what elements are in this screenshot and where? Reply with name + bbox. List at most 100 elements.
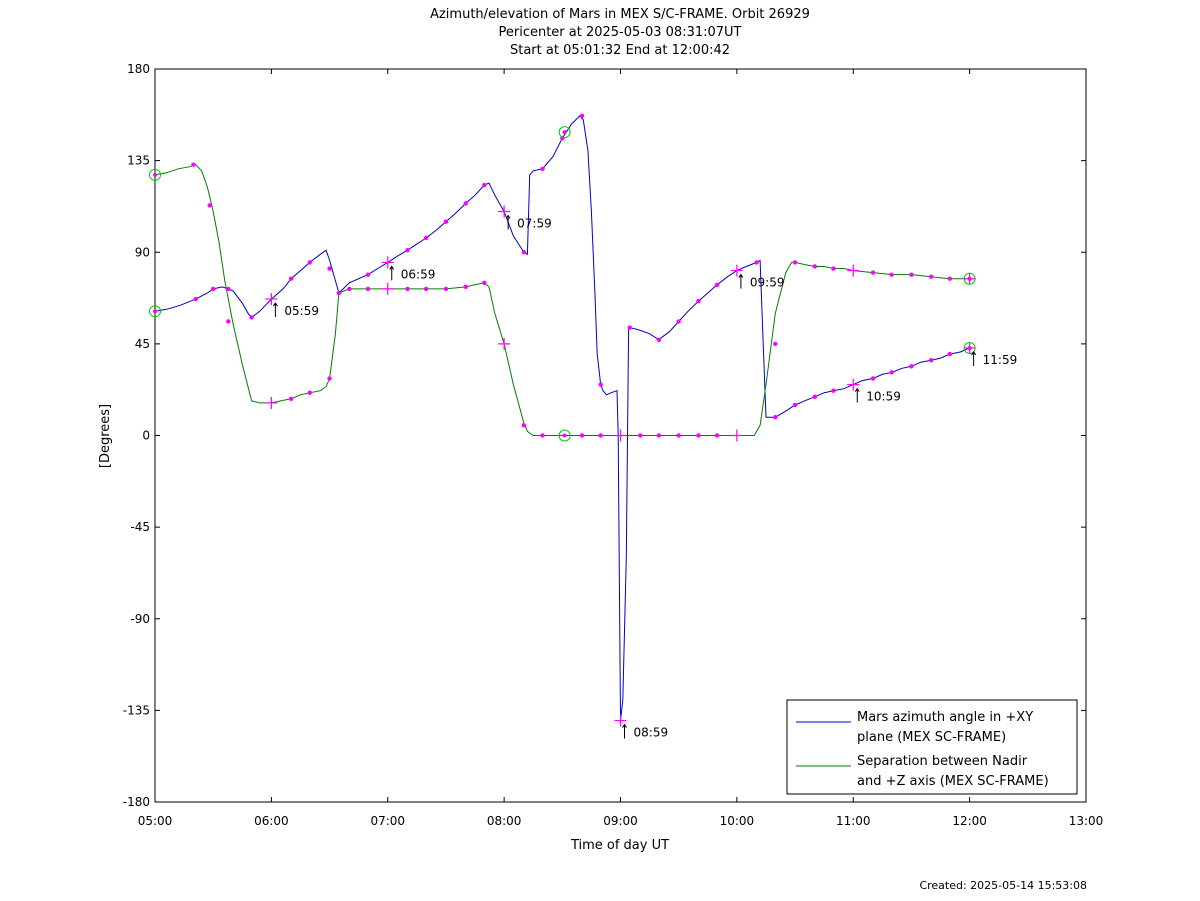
y-tick-label: -180 xyxy=(123,795,150,809)
dot-marker xyxy=(947,351,953,357)
title-line-1: Azimuth/elevation of Mars in MEX S/C-FRA… xyxy=(430,7,810,22)
legend: Mars azimuth angle in +XY plane (MEX SC-… xyxy=(786,699,1078,795)
dot-marker xyxy=(598,433,603,438)
annotation-label: 05:59 xyxy=(284,304,319,318)
y-axis-label: [Degrees] xyxy=(98,404,113,468)
circle-marker-center xyxy=(153,172,157,177)
dot-marker xyxy=(909,272,914,277)
dot-marker xyxy=(249,315,254,320)
annotation-arrow xyxy=(971,351,977,366)
x-tick-label: 12:00 xyxy=(952,814,987,828)
dot-marker xyxy=(307,390,312,395)
dot-marker xyxy=(773,414,778,420)
x-tick-label: 09:00 xyxy=(603,814,638,828)
dot-marker xyxy=(598,382,603,387)
dot-marker xyxy=(870,270,876,275)
dot-marker xyxy=(540,433,545,438)
dot-marker xyxy=(226,286,231,292)
circle-marker xyxy=(149,305,161,318)
dot-marker xyxy=(405,248,410,253)
cross-marker xyxy=(614,429,627,442)
circle-marker-center xyxy=(967,345,972,350)
dot-marker xyxy=(521,250,527,255)
dot-marker xyxy=(889,272,894,277)
dot-marker xyxy=(540,166,545,171)
dot-marker xyxy=(482,182,487,188)
dot-marker xyxy=(365,286,371,292)
dot-marker xyxy=(947,276,953,281)
cross-marker xyxy=(730,429,743,442)
dot-marker xyxy=(210,286,216,292)
circle-marker xyxy=(558,126,571,139)
legend-label-separation-line-1: Separation between Nadir xyxy=(857,754,1028,769)
dot-marker xyxy=(656,433,662,438)
dot-marker xyxy=(463,284,468,290)
annotation-label: 06:59 xyxy=(401,267,436,281)
dot-marker xyxy=(226,319,231,324)
y-tick-label: 90 xyxy=(135,245,150,259)
dot-marker xyxy=(676,433,681,438)
legend-label-azimuth-line-1: Mars azimuth angle in +XY xyxy=(857,710,1033,725)
annotation-arrow xyxy=(389,265,395,281)
x-axis-ticks: 05:00 06:00 07:00 08:00 09:00 10:00 11:00 12:00… xyxy=(138,69,1104,828)
y-tick-label: -45 xyxy=(130,520,150,534)
annotation-label: 11:59 xyxy=(983,353,1018,367)
cross-marker xyxy=(847,264,860,277)
x-tick-label: 10:00 xyxy=(720,814,755,828)
dot-marker xyxy=(831,388,836,393)
dot-marker xyxy=(443,219,449,224)
dot-marker xyxy=(405,286,410,292)
cross-marker xyxy=(498,337,511,350)
annotation-label: 08:59 xyxy=(634,726,669,740)
cross-marker xyxy=(381,256,394,269)
dot-marker xyxy=(288,396,294,402)
circle-marker xyxy=(963,272,976,285)
cross-marker xyxy=(381,282,394,295)
legend-label-azimuth-line-2: plane (MEX SC-FRAME) xyxy=(857,730,1006,745)
annotation-arrow xyxy=(505,214,511,230)
x-tick-label: 13:00 xyxy=(1069,814,1104,828)
dot-marker xyxy=(336,290,342,296)
y-tick-label: -90 xyxy=(130,612,150,626)
series-layer xyxy=(154,115,970,721)
dot-marker xyxy=(365,272,371,277)
annotation-arrow xyxy=(738,273,744,289)
dot-marker xyxy=(870,376,876,381)
dot-marker xyxy=(773,341,778,347)
x-tick-label: 11:00 xyxy=(836,814,871,828)
dot-marker xyxy=(207,203,212,208)
dot-marker xyxy=(831,266,836,271)
dot-marker xyxy=(423,235,429,241)
dot-marker xyxy=(638,433,643,438)
circle-marker xyxy=(149,168,161,181)
cross-marker xyxy=(498,205,511,218)
cross-marker xyxy=(730,264,743,277)
circle-marker-center xyxy=(562,433,567,438)
circle-marker-center xyxy=(967,276,972,281)
dot-marker xyxy=(443,286,449,292)
y-tick-label: 45 xyxy=(135,337,150,351)
x-tick-label: 05:00 xyxy=(138,814,173,828)
cross-marker xyxy=(847,378,860,391)
x-tick-label: 08:00 xyxy=(487,814,522,828)
dot-marker xyxy=(627,325,633,330)
dot-marker xyxy=(191,162,196,167)
annotation-arrow xyxy=(272,302,278,318)
y-tick-label: 0 xyxy=(142,429,150,443)
cross-marker xyxy=(265,396,278,409)
x-tick-label: 07:00 xyxy=(370,814,405,828)
circle-marker xyxy=(558,429,571,442)
dot-marker xyxy=(812,264,818,269)
dot-marker xyxy=(676,319,681,324)
dot-marker xyxy=(714,282,720,288)
circle-marker xyxy=(963,341,976,354)
dot-marker xyxy=(696,298,701,304)
dot-marker xyxy=(929,274,934,279)
cross-marker xyxy=(265,293,278,306)
dot-marker xyxy=(423,286,429,292)
dot-marker xyxy=(929,357,934,363)
x-axis-label: Time of day UT xyxy=(570,838,669,853)
chart-title: Azimuth/elevation of Mars in MEX S/C-FRA… xyxy=(430,7,810,58)
legend-label-separation-line-2: and +Z axis (MEX SC-FRAME) xyxy=(857,774,1049,789)
